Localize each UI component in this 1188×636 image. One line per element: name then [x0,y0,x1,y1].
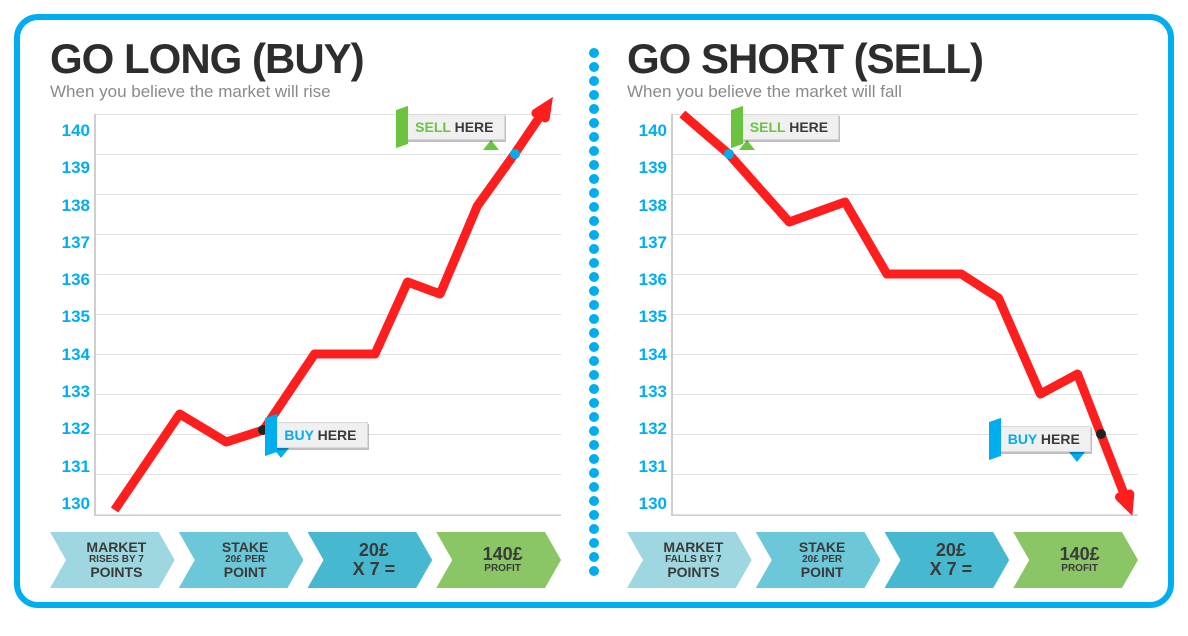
y-tick: 140 [627,122,667,139]
y-axis-long: 140139138137136135134133132131130 [50,114,90,504]
y-tick: 137 [50,234,90,251]
y-tick: 139 [627,159,667,176]
y-tick: 138 [627,197,667,214]
y-tick: 130 [50,495,90,512]
chart-short: 140 139 138 137 136 135 134 133 132 131 130 SELL H… [627,114,1138,526]
panel-long: GO LONG (BUY) When you believe the marke… [20,20,591,602]
y-tick: 134 [627,346,667,363]
equation-step: 140£PROFIT [436,532,561,588]
y-tick: 136 [50,271,90,288]
equation-step: MARKETRISES BY 7POINTS [50,532,175,588]
y-tick: 134 [50,346,90,363]
y-tick: 139 [50,159,90,176]
equation-step: STAKE20£ PERPOINT [179,532,304,588]
y-tick: 138 [50,197,90,214]
subtitle-short: When you believe the market will fall [627,82,1138,102]
sell-dot [510,149,520,159]
y-axis-short: 140139138137136135134133132131130 [627,114,667,504]
equation-step: 20£X 7 = [308,532,433,588]
y-tick: 132 [627,420,667,437]
title-long: GO LONG (BUY) [50,38,561,80]
y-tick: 133 [627,383,667,400]
equation-row-long: MARKETRISES BY 7POINTSSTAKE20£ PERPOINT2… [50,532,561,588]
buy-dot [1096,429,1106,439]
y-tick: 131 [627,458,667,475]
y-tick: 135 [50,308,90,325]
plot-long: SELL HEREBUY HERE [94,114,561,516]
equation-step: 140£PROFIT [1013,532,1138,588]
y-tick: 133 [50,383,90,400]
equation-row-short: MARKETFALLS BY 7POINTSSTAKE20£ PERPOINT2… [627,532,1138,588]
subtitle-long: When you believe the market will rise [50,82,561,102]
y-tick: 136 [627,271,667,288]
y-tick: 140 [50,122,90,139]
infographic-frame: GO LONG (BUY) When you believe the marke… [14,14,1174,608]
equation-step: 20£X 7 = [885,532,1010,588]
y-tick: 130 [627,495,667,512]
equation-step: MARKETFALLS BY 7POINTS [627,532,752,588]
y-tick: 131 [50,458,90,475]
panel-short: GO SHORT (SELL) When you believe the mar… [591,20,1168,602]
chart-long: 140 139 138 137 136 135 134 133 132 131 130 SELL H… [50,114,561,526]
title-short: GO SHORT (SELL) [627,38,1138,80]
y-tick: 137 [627,234,667,251]
sell-dot [724,149,734,159]
equation-step: STAKE20£ PERPOINT [756,532,881,588]
buy-dot [258,425,268,435]
y-tick: 132 [50,420,90,437]
y-tick: 135 [627,308,667,325]
plot-short: SELL HEREBUY HERE [671,114,1138,516]
